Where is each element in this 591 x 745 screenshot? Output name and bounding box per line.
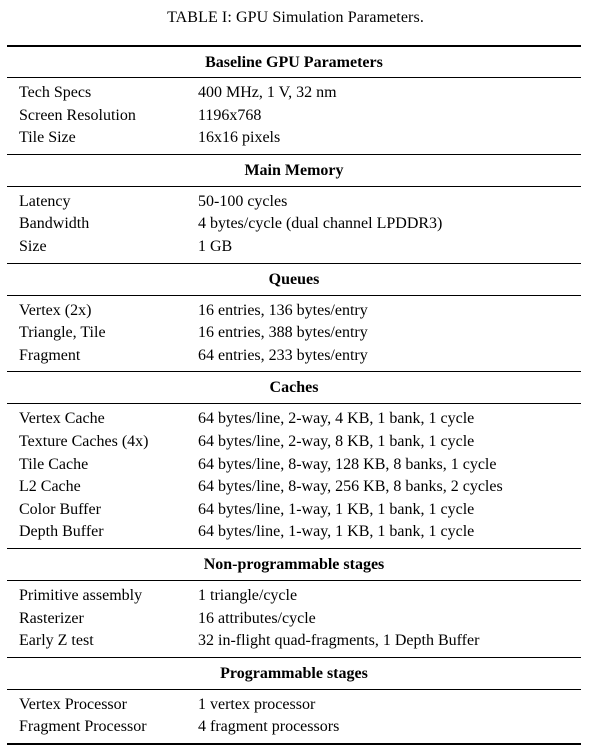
section-header: Non-programmable stages	[7, 547, 581, 581]
parameter-value: 16x16 pixels	[198, 129, 281, 147]
section-header: Main Memory	[7, 153, 581, 187]
parameter-value: 64 bytes/line, 1-way, 1 KB, 1 bank, 1 cy…	[198, 500, 475, 518]
parameter-value: 64 bytes/line, 2-way, 8 KB, 1 bank, 1 cy…	[198, 432, 475, 450]
parameter-label: Size	[19, 237, 47, 255]
table-row: Fragment 64 entries, 233 bytes/entry	[7, 345, 581, 368]
parameter-label: Latency	[19, 192, 71, 210]
parameter-label: Triangle, Tile	[19, 324, 106, 342]
table-row: Vertex Processor 1 vertex processor	[7, 694, 581, 717]
section-rows: Latency 50-100 cycles Bandwidth 4 bytes/cyc…	[7, 187, 581, 263]
table-row: Vertex (2x) 16 entries, 136 bytes/entry	[7, 300, 581, 323]
parameter-value: 64 entries, 233 bytes/entry	[198, 346, 368, 364]
section-header: Caches	[7, 371, 581, 405]
table-row: Primitive assembly 1 triangle/cycle	[7, 585, 581, 608]
table-row: Vertex Cache 64 bytes/line, 2-way, 4 KB, …	[7, 408, 581, 431]
parameter-label: Color Buffer	[19, 500, 101, 518]
table-row: Bandwidth 4 bytes/cycle (dual channel LPD…	[7, 213, 581, 236]
gpu-parameters-table: Baseline GPU Parameters Tech Specs 400 MHz…	[7, 45, 581, 745]
section-header: Queues	[7, 262, 581, 296]
parameter-label: L2 Cache	[19, 478, 81, 496]
parameter-value: 4 bytes/cycle (dual channel LPDDR3)	[198, 215, 443, 233]
parameter-label: Rasterizer	[19, 609, 84, 627]
parameter-value: 64 bytes/line, 8-way, 256 KB, 8 banks, 2…	[198, 478, 503, 496]
parameter-label: Tech Specs	[19, 84, 92, 101]
parameter-value: 400 MHz, 1 V, 32 nm	[198, 84, 337, 101]
parameter-value: 1196x768	[198, 106, 262, 124]
parameter-label: Fragment	[19, 346, 81, 364]
parameter-label: Vertex Cache	[19, 410, 105, 428]
parameter-value: 16 entries, 388 bytes/entry	[198, 324, 368, 342]
section-rows: Vertex Cache 64 bytes/line, 2-way, 4 KB, …	[7, 404, 581, 548]
parameter-label: Vertex (2x)	[19, 301, 92, 319]
table-row: Tile Size 16x16 pixels	[7, 127, 581, 150]
parameter-value: 64 bytes/line, 1-way, 1 KB, 1 bank, 1 cy…	[198, 523, 475, 541]
table-row: Tech Specs 400 MHz, 1 V, 32 nm	[7, 82, 581, 105]
parameter-value: 64 bytes/line, 2-way, 4 KB, 1 bank, 1 cy…	[198, 410, 475, 428]
table-row: Texture Caches (4x) 64 bytes/line, 2-way,…	[7, 431, 581, 454]
parameter-label: Texture Caches (4x)	[19, 432, 149, 450]
parameter-label: Bandwidth	[19, 215, 90, 233]
table-row: Triangle, Tile 16 entries, 388 bytes/entr…	[7, 322, 581, 345]
parameter-label: Vertex Processor	[19, 695, 127, 713]
parameter-label: Screen Resolution	[19, 106, 136, 124]
parameter-value: 1 vertex processor	[198, 695, 316, 713]
table-row: Early Z test 32 in-flight quad-fragments,…	[7, 630, 581, 653]
parameter-value: 64 bytes/line, 8-way, 128 KB, 8 banks, 1…	[198, 455, 497, 473]
parameter-value: 32 in-flight quad-fragments, 1 Depth Buf…	[198, 632, 480, 650]
parameter-value: 4 fragment processors	[198, 718, 340, 736]
table-row: Screen Resolution 1196x768	[7, 105, 581, 128]
section-rows: Primitive assembly 1 triangle/cycle Raster…	[7, 581, 581, 657]
table-row: Fragment Processor 4 fragment processors	[7, 716, 581, 739]
parameter-value: 50-100 cycles	[198, 192, 288, 210]
parameter-value: 1 GB	[198, 237, 233, 255]
parameter-label: Tile Cache	[19, 455, 89, 473]
table-row: Color Buffer 64 bytes/line, 1-way, 1 KB, …	[7, 499, 581, 522]
table-row: Tile Cache 64 bytes/line, 8-way, 128 KB, …	[7, 454, 581, 477]
table-caption: TABLE I: GPU Simulation Parameters.	[167, 9, 424, 26]
section-rows: Vertex Processor 1 vertex processor Fragme…	[7, 690, 581, 743]
section-rows: Tech Specs 400 MHz, 1 V, 32 nm Screen Reso…	[7, 78, 581, 154]
section-header: Baseline GPU Parameters	[7, 45, 581, 78]
table-row: Rasterizer 16 attributes/cycle	[7, 608, 581, 631]
parameter-label: Depth Buffer	[19, 523, 104, 541]
parameter-label: Early Z test	[19, 632, 94, 650]
parameter-value: 16 entries, 136 bytes/entry	[198, 301, 368, 319]
parameter-label: Tile Size	[19, 129, 76, 147]
table-row: Size 1 GB	[7, 236, 581, 259]
parameter-value: 1 triangle/cycle	[198, 586, 298, 604]
parameter-label: Fragment Processor	[19, 718, 147, 736]
table-row: L2 Cache 64 bytes/line, 8-way, 256 KB, 8 …	[7, 476, 581, 499]
parameter-label: Primitive assembly	[19, 586, 143, 604]
section-header: Programmable stages	[7, 656, 581, 690]
table-row: Latency 50-100 cycles	[7, 191, 581, 214]
table-row: Depth Buffer 64 bytes/line, 1-way, 1 KB, …	[7, 521, 581, 544]
section-rows: Vertex (2x) 16 entries, 136 bytes/entry Tr…	[7, 296, 581, 372]
parameter-value: 16 attributes/cycle	[198, 609, 316, 627]
